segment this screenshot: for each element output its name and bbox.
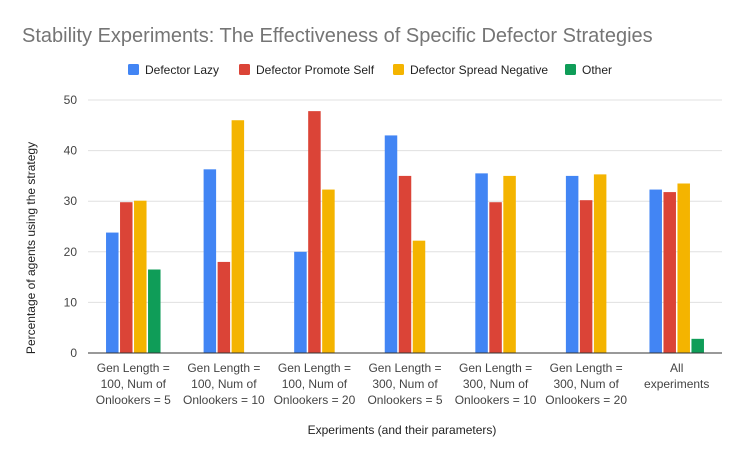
x-tick-label-line: experiments [644,377,709,391]
y-tick-label: 0 [70,346,77,360]
legend: Defector Lazy Defector Promote Self Defect… [128,63,612,77]
x-tick-label-line: 100, Num of [282,377,348,391]
bar-defector-lazy [294,251,307,353]
y-tick-label: 20 [64,245,78,259]
legend-swatch [393,64,404,75]
bar-defector-lazy [203,169,217,353]
bar-defector-spread-negative [677,183,690,353]
x-tick-label-line: Gen Length = [368,361,441,375]
legend-swatch [239,64,250,75]
bar-defector-spread-negative [412,240,426,353]
bar-defector-lazy [649,189,662,353]
legend-label: Defector Spread Negative [410,63,548,77]
x-tick-label-line: Gen Length = [187,361,260,375]
bar-defector-spread-negative [231,120,245,354]
x-tick-label: Gen Length = 300, Num of Onlookers = 5 [367,361,442,407]
bar-defector-promote-self [489,202,502,353]
x-tick-label-line: 100, Num of [101,377,167,391]
bar-defector-promote-self [398,175,412,353]
x-tick-label-line: Onlookers = 5 [367,393,442,407]
bar-other [691,338,704,353]
y-tick-label: 30 [64,194,78,208]
x-axis-ticks: Gen Length = 100, Num of Onlookers = 5Gen … [96,361,710,407]
x-tick-label-line: Onlookers = 10 [455,393,537,407]
legend-swatch [565,64,576,75]
x-tick-label-line: Onlookers = 20 [274,393,356,407]
legend-label: Defector Lazy [145,63,219,77]
x-tick-label-line: Gen Length = [459,361,532,375]
x-axis-title: Experiments (and their parameters) [308,423,497,437]
x-tick-label-line: Gen Length = [278,361,351,375]
x-tick-label: All experiments [644,361,709,391]
x-tick-label: Gen Length = 300, Num of Onlookers = 20 [545,361,627,407]
y-axis-ticks: 0 10 20 30 40 50 [64,93,78,360]
bars [106,111,704,354]
y-tick-label: 10 [64,295,78,309]
legend-label: Defector Promote Self [256,63,375,77]
bar-defector-spread-negative [322,189,335,353]
x-tick-label-line: All [670,361,683,375]
legend-label: Other [582,63,612,77]
bar-defector-lazy [384,135,398,353]
x-tick-label: Gen Length = 100, Num of Onlookers = 5 [96,361,171,407]
bar-defector-promote-self [217,261,231,353]
legend-swatch [128,64,139,75]
x-tick-label-line: Onlookers = 10 [183,393,265,407]
bar-defector-promote-self [120,202,133,353]
x-tick-label-line: Onlookers = 20 [545,393,627,407]
y-tick-label: 40 [64,144,78,158]
bar-defector-lazy [565,175,579,353]
x-tick-label-line: Onlookers = 5 [96,393,171,407]
x-tick-label-line: 300, Num of [463,377,529,391]
x-tick-label-line: 300, Num of [553,377,619,391]
y-axis-title: Percentage of agents using the strategy [24,142,38,354]
bar-defector-spread-negative [134,200,147,353]
bar-defector-lazy [475,173,488,353]
bar-defector-lazy [106,232,119,353]
x-tick-label-line: Gen Length = [97,361,170,375]
bar-defector-promote-self [579,200,593,353]
x-tick-label: Gen Length = 100, Num of Onlookers = 20 [274,361,356,407]
bar-defector-promote-self [663,192,676,353]
chart-title: Stability Experiments: The Effectiveness… [22,25,653,47]
x-tick-label-line: Gen Length = [550,361,623,375]
bar-defector-promote-self [308,111,321,353]
bar-defector-spread-negative [503,175,516,353]
y-tick-label: 50 [64,93,78,107]
bar-other [148,269,161,353]
x-tick-label-line: 100, Num of [191,377,257,391]
x-tick-label: Gen Length = 300, Num of Onlookers = 10 [455,361,537,407]
x-tick-label: Gen Length = 100, Num of Onlookers = 10 [183,361,265,407]
x-tick-label-line: 300, Num of [372,377,438,391]
bar-defector-spread-negative [593,174,607,353]
